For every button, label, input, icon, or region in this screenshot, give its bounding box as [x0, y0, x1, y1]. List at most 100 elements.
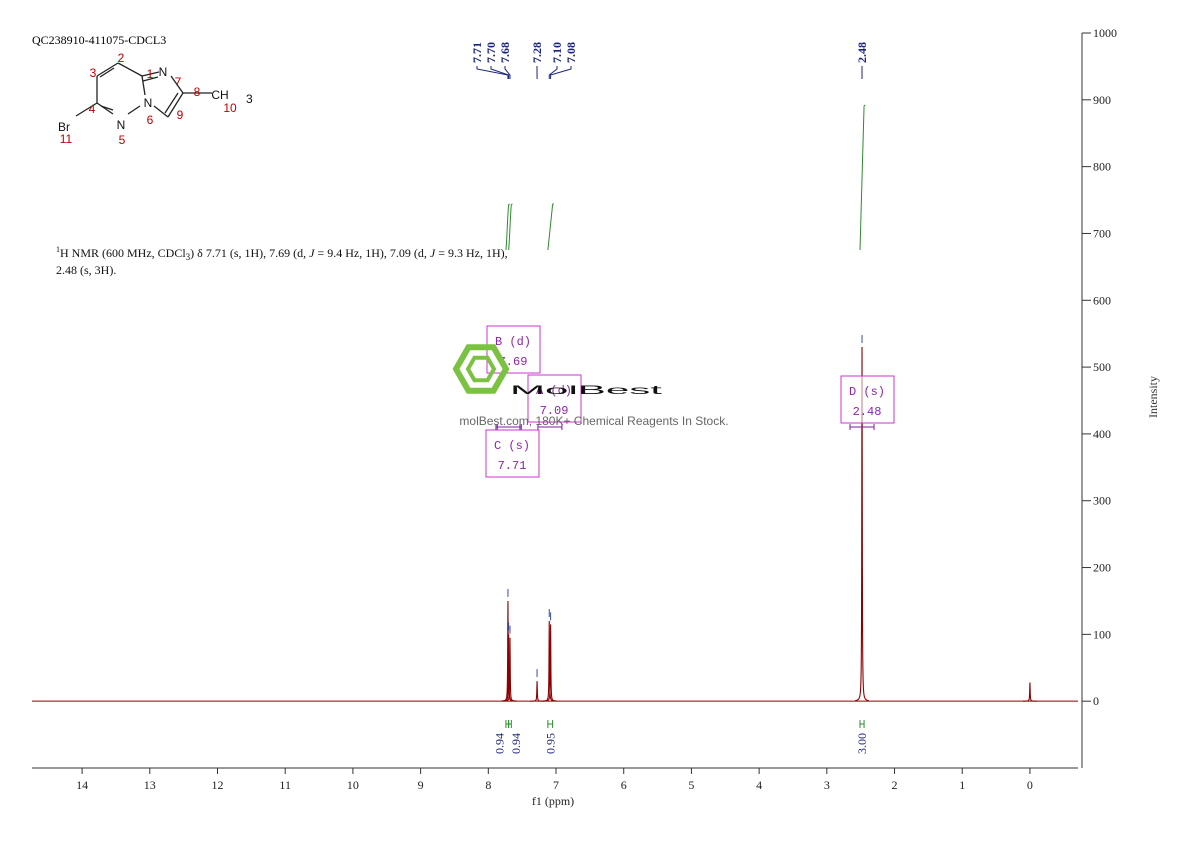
multiplet-bracket — [537, 424, 563, 430]
y-tick-label: 1000 — [1093, 26, 1117, 40]
atom-subscript: 3 — [246, 92, 253, 106]
integral-bar — [859, 720, 865, 728]
x-tick-label: 1 — [959, 778, 965, 792]
x-tick-label: 12 — [212, 778, 224, 792]
structure-bonds — [75, 62, 212, 118]
atom-number: 4 — [89, 102, 96, 116]
logo-hexagon — [452, 344, 510, 394]
peak-label: 7.71 — [470, 42, 484, 63]
y-tick-label: 500 — [1093, 360, 1111, 374]
atom-label: N — [117, 118, 126, 132]
peak-leader — [476, 66, 509, 79]
multiplet-bracket — [849, 424, 875, 430]
annotation-text: J — [430, 246, 436, 260]
atom-label: Br — [58, 120, 70, 134]
integral-curve — [547, 203, 554, 251]
annotation-text: H NMR (600 MHz, CDCl — [60, 246, 186, 260]
y-tick-label: 300 — [1093, 494, 1111, 508]
watermark-brand: MolBest — [510, 383, 664, 397]
integral-label: 0.94 — [492, 733, 506, 754]
integral-label: 0.94 — [509, 733, 523, 754]
atom-number: 2 — [118, 51, 125, 65]
x-tick-label: 9 — [418, 778, 424, 792]
x-tick-label: 14 — [76, 778, 88, 792]
peak-label: 7.08 — [564, 42, 578, 63]
peak-label: 7.68 — [498, 42, 512, 63]
multiplet-box — [485, 429, 540, 478]
annotation-text: = 9.3 Hz, 1H), — [435, 246, 507, 260]
atom-number: 5 — [119, 133, 126, 147]
y-tick-label: 600 — [1093, 293, 1111, 307]
x-tick-label: 0 — [1027, 778, 1033, 792]
x-axis-label: f1 (ppm) — [532, 794, 574, 808]
annotation-line: 1H NMR (600 MHz, CDCl3) δ 7.71 (s, 1H), … — [56, 245, 508, 262]
atom-number: 8 — [194, 85, 201, 99]
x-tick-label: 11 — [279, 778, 291, 792]
x-tick-label: 8 — [485, 778, 491, 792]
multiplet-label: D (s) — [849, 385, 885, 399]
integral-curve — [508, 203, 513, 251]
annotation-text: 2.48 (s, 3H). — [56, 263, 116, 277]
peak — [1023, 682, 1037, 702]
structure-labels: N N N Br CH 3 1 2 3 4 5 6 789 10 11 — [58, 51, 253, 147]
peak-leader — [550, 66, 572, 79]
atom-number: 3 — [90, 66, 97, 80]
chart-title: QC238910-411075-CDCL3 — [32, 33, 166, 47]
x-tick-label: 4 — [756, 778, 762, 792]
peak — [542, 620, 557, 702]
atom-number: 10 — [223, 101, 237, 115]
multiplet-shift: 2.48 — [853, 405, 882, 419]
annotation: 1H NMR (600 MHz, CDCl3) δ 7.71 (s, 1H), … — [56, 245, 508, 277]
y-tick-label: 0 — [1093, 694, 1099, 708]
watermark-tagline: molBest.com, 180K+ Chemical Reagents In … — [459, 414, 728, 428]
multiplet-label: A (d) — [536, 384, 572, 398]
x-tick-label: 5 — [688, 778, 694, 792]
y-tick-label: 400 — [1093, 427, 1111, 441]
peak — [855, 347, 869, 702]
integral-curve — [505, 203, 510, 251]
multiplet-box — [840, 375, 895, 424]
atom-number: 11 — [60, 132, 73, 146]
x-tick-label: 2 — [892, 778, 898, 792]
peak-label: 7.28 — [530, 42, 544, 63]
multiplet-shift: 7.71 — [498, 459, 527, 473]
y-axis-label: Intensity — [1146, 376, 1160, 418]
integral-label: 3.00 — [855, 733, 869, 754]
x-tick-label: 13 — [144, 778, 156, 792]
x-tick-label: 7 — [553, 778, 559, 792]
annotation-line: 2.48 (s, 3H). — [56, 263, 116, 277]
peak-leader — [548, 66, 558, 79]
y-tick-label: 900 — [1093, 93, 1111, 107]
x-tick-label: 10 — [347, 778, 359, 792]
peak — [543, 624, 558, 702]
atom-number: 1 — [147, 67, 154, 81]
x-tick-label: 6 — [621, 778, 627, 792]
integral-bar — [547, 720, 554, 728]
integral-curve — [859, 104, 866, 251]
y-tick-label: 200 — [1093, 561, 1111, 575]
x-tick-label: 3 — [824, 778, 830, 792]
multiplet-label: B (d) — [495, 335, 531, 349]
atom-label: N — [144, 96, 153, 110]
annotation-text: = 9.4 Hz, 1H), 7.09 (d, — [314, 246, 429, 260]
atom-number: 7 — [175, 75, 182, 89]
peak-label: 7.70 — [484, 42, 498, 63]
atom-number: 9 — [177, 108, 184, 122]
y-tick-label: 700 — [1093, 226, 1111, 240]
logo-hexagon-inner — [465, 355, 497, 383]
integral-label: 0.95 — [543, 733, 557, 754]
y-tick-label: 100 — [1093, 627, 1111, 641]
peak-label: 2.48 — [855, 42, 869, 63]
atom-label: CH — [211, 88, 228, 102]
multiplet-bracket — [495, 424, 521, 430]
annotation-text: J — [309, 246, 315, 260]
multiplet-label: C (s) — [494, 439, 530, 453]
peak — [530, 681, 544, 702]
annotation-text: 3 — [186, 252, 191, 262]
multiplet-shift: 7.09 — [540, 404, 569, 418]
integral-bar — [508, 720, 512, 728]
annotation-text: ) δ 7.71 (s, 1H), 7.69 (d, — [190, 246, 309, 260]
peak-label: 7.10 — [550, 42, 564, 63]
multiplet-box — [527, 374, 582, 423]
